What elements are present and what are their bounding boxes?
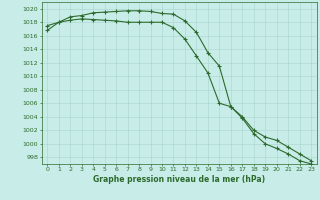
X-axis label: Graphe pression niveau de la mer (hPa): Graphe pression niveau de la mer (hPa)	[93, 175, 265, 184]
